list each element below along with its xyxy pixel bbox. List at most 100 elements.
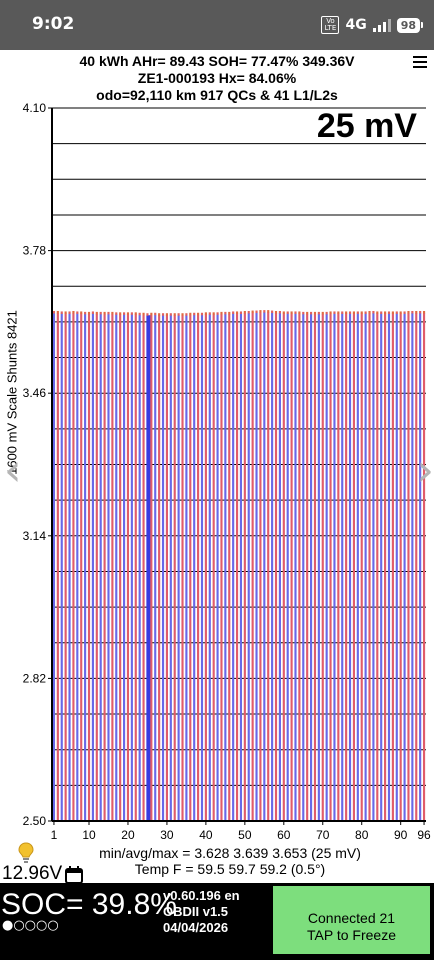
cell-bar-cap <box>294 311 297 314</box>
cell-bar-cap <box>317 311 320 315</box>
cell-bar-cap <box>119 312 122 315</box>
pack-summary: 40 kWh AHr= 89.43 SOH= 77.47% 349.36V <box>79 53 355 69</box>
cell-bar-cap <box>321 311 324 315</box>
cell-bar-cap <box>91 311 94 314</box>
cell-bar-cap <box>356 311 359 314</box>
cell-bar <box>91 313 94 821</box>
cell-bar-cap <box>313 311 317 315</box>
soc-readout: SOC= 39.8% <box>1 888 177 921</box>
cell-bar <box>165 315 168 821</box>
cell-bar <box>403 313 406 821</box>
cell-bar <box>80 313 83 821</box>
page-dots[interactable]: ●○○○○ <box>2 918 59 933</box>
app-version: v0.60.196 en <box>163 888 240 903</box>
cell-bar <box>235 313 239 821</box>
cell-bar-cap <box>368 310 371 314</box>
cell-bar <box>380 313 383 821</box>
cell-bar <box>115 314 118 821</box>
cell-bar <box>158 315 161 821</box>
chevron-right-icon[interactable]: › <box>416 445 434 496</box>
cell-bar <box>298 313 301 821</box>
cell-bar-cap <box>189 312 192 316</box>
cell-bar-cap <box>103 311 106 315</box>
cell-bar-cap <box>146 313 149 316</box>
cell-bar-cap <box>235 311 239 314</box>
cell-bar <box>278 312 281 821</box>
cell-bar <box>415 312 418 821</box>
cell-bar <box>212 314 215 821</box>
cell-bar <box>352 313 355 821</box>
cell-bar-cap <box>68 311 71 314</box>
cell-bar <box>251 312 254 821</box>
x-tick-label: 96 <box>417 828 431 842</box>
cell-bar <box>325 313 328 821</box>
cell-bar-cap <box>111 311 114 315</box>
chevron-left-icon[interactable]: ‹ <box>4 445 22 496</box>
volte-icon: Vo LTE <box>321 16 340 34</box>
cell-bar-cap <box>391 311 394 314</box>
x-tick-label: 30 <box>160 828 174 842</box>
x-tick-label: 40 <box>199 828 213 842</box>
x-tick-label: 90 <box>394 828 408 842</box>
cell-bar <box>169 315 172 821</box>
cell-bar <box>271 312 274 821</box>
vehicle-id: ZE1-000193 Hx= 84.06% <box>137 70 297 86</box>
cell-bar-cap <box>239 311 243 314</box>
calendar-icon[interactable] <box>65 866 83 884</box>
cell-bar <box>345 313 348 821</box>
cell-bar <box>313 313 317 821</box>
y-tick-label: 3.14 <box>23 529 47 543</box>
cell-bar <box>286 313 289 821</box>
cell-bar-cap <box>290 311 293 314</box>
cell-bar <box>391 313 394 821</box>
cell-bar-cap <box>352 311 355 314</box>
cell-bar <box>111 313 114 821</box>
hamburger-menu-icon[interactable] <box>413 56 427 68</box>
cell-bar <box>341 313 344 821</box>
connected-freeze-button[interactable]: Connected 21 TAP to Freeze <box>273 886 430 954</box>
cell-bar-cap <box>56 310 59 314</box>
cell-bar-cap <box>255 310 258 314</box>
cell-bar-cap <box>298 311 301 314</box>
cell-bar <box>255 312 258 821</box>
cell-bar <box>310 313 313 821</box>
cell-bar-cap <box>216 312 219 315</box>
cell-bar-cap <box>60 311 63 314</box>
cell-bar-cap <box>208 312 211 315</box>
cell-bar <box>134 314 137 821</box>
cell-bar <box>333 313 336 821</box>
cell-bar-cap <box>278 310 281 314</box>
cell-bar-cap <box>52 310 56 314</box>
cell-bar <box>177 315 180 821</box>
cell-bar-cap <box>185 313 188 316</box>
cell-bar-cap <box>212 312 215 315</box>
cell-bar-cap <box>274 310 278 314</box>
cell-bar <box>197 314 200 821</box>
cell-bar <box>384 313 387 821</box>
cell-bar <box>200 314 204 821</box>
cell-bar-cap <box>165 313 168 316</box>
cell-bar-cap <box>251 310 254 314</box>
y-tick-label: 3.78 <box>23 244 47 258</box>
cell-bar-cap <box>228 311 231 315</box>
x-tick-label: 80 <box>355 828 369 842</box>
status-icons: Vo LTE 4G 98 <box>321 16 424 34</box>
cell-bar-cap <box>76 311 79 314</box>
cell-bar <box>263 312 266 821</box>
cell-bar <box>220 313 223 821</box>
x-tick-label: 10 <box>82 828 96 842</box>
cell-bar-cap <box>232 311 235 314</box>
cell-voltage-chart[interactable]: 4.10 3.78 3.46 3.14 2.82 2.50 1 10 20 30 40 50 60 70 8… <box>0 100 434 845</box>
lightbulb-icon[interactable] <box>17 842 35 864</box>
status-bar: 9:02 Vo LTE 4G 98 <box>0 0 434 50</box>
freeze-hint: TAP to Freeze <box>307 927 396 943</box>
cell-bar-cap <box>422 310 426 314</box>
cell-bar-cap <box>87 311 91 315</box>
x-tick-label: 60 <box>277 828 291 842</box>
cell-bar <box>239 313 243 821</box>
cell-bar-cap <box>333 311 336 314</box>
cell-bar <box>185 315 188 821</box>
cell-bar-cap <box>329 311 332 314</box>
cell-bar-cap <box>263 310 266 313</box>
cell-bar-cap <box>142 312 145 316</box>
